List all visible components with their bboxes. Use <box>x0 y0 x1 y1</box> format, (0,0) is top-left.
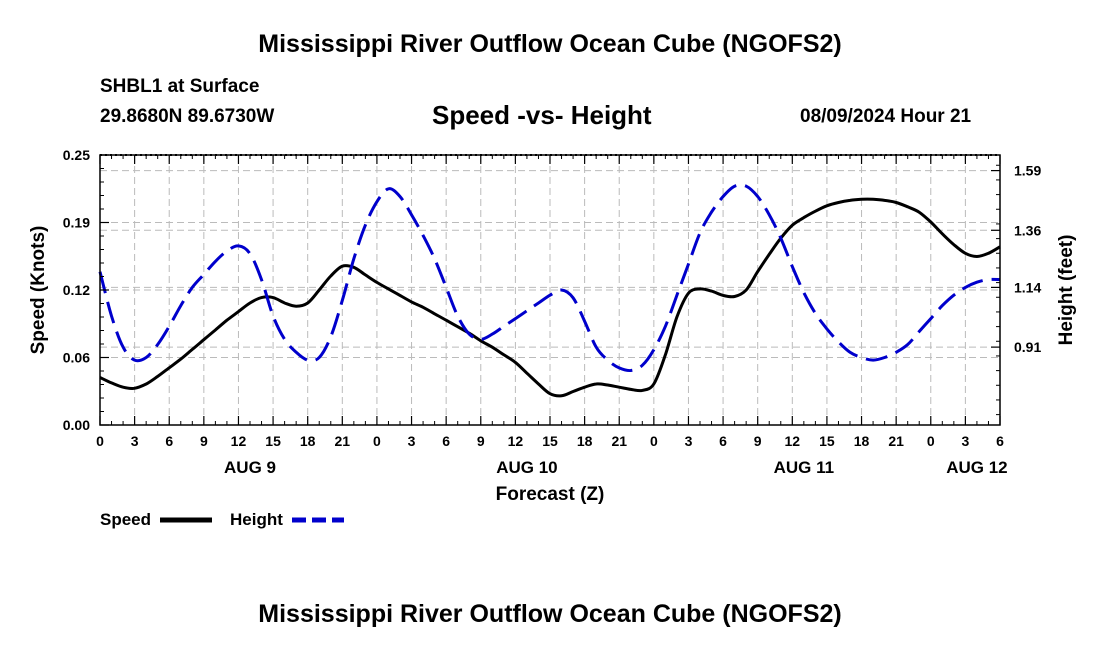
x-tick-label: 9 <box>477 433 485 449</box>
station-label: SHBL1 at Surface <box>100 76 260 97</box>
y-tick-label-right: 1.14 <box>1014 279 1041 295</box>
x-tick-label: 18 <box>854 433 870 449</box>
y-tick-label-left: 0.12 <box>63 282 90 298</box>
date-label: AUG 11 <box>774 458 834 477</box>
legend-label-height: Height <box>230 510 283 529</box>
chart-main-title: Mississippi River Outflow Ocean Cube (NG… <box>258 30 842 58</box>
x-tick-label: 6 <box>996 433 1004 449</box>
coordinates-label: 29.8680N 89.6730W <box>100 106 275 127</box>
grid-layer <box>100 155 1000 425</box>
x-tick-label: 12 <box>785 433 801 449</box>
x-tick-label: 18 <box>577 433 593 449</box>
y-tick-label-right: 1.59 <box>1014 163 1041 179</box>
x-tick-label: 3 <box>131 433 139 449</box>
x-tick-label: 12 <box>508 433 524 449</box>
date-label: AUG 10 <box>496 458 557 477</box>
y-tick-label-left: 0.00 <box>63 417 90 433</box>
x-tick-label: 3 <box>408 433 416 449</box>
x-tick-label: 0 <box>96 433 104 449</box>
date-label: AUG 12 <box>946 458 1007 477</box>
x-tick-label: 3 <box>961 433 969 449</box>
x-axis-label: Forecast (Z) <box>496 484 605 505</box>
x-tick-label: 21 <box>335 433 351 449</box>
series-layer <box>98 183 1001 398</box>
series-line-height <box>98 183 1001 373</box>
x-tick-label: 6 <box>719 433 727 449</box>
y-tick-label-right: 0.91 <box>1014 339 1041 355</box>
forecast-timestamp: 08/09/2024 Hour 21 <box>800 106 972 127</box>
legend-label-speed: Speed <box>100 510 151 529</box>
x-tick-label: 9 <box>200 433 208 449</box>
y-axis-label-left: Speed (Knots) <box>28 226 49 355</box>
x-tick-label: 21 <box>611 433 627 449</box>
x-tick-label: 12 <box>231 433 247 449</box>
chart-subtitle: Speed -vs- Height <box>432 100 652 130</box>
y-tick-label-left: 0.25 <box>63 147 90 163</box>
x-tick-label: 0 <box>373 433 381 449</box>
y-tick-label-right: 1.36 <box>1014 222 1041 238</box>
y-tick-label-left: 0.19 <box>63 215 90 231</box>
date-label: AUG 9 <box>224 458 276 477</box>
x-tick-label: 0 <box>650 433 658 449</box>
series-line-speed <box>99 197 1001 398</box>
x-tick-label: 6 <box>165 433 173 449</box>
x-tick-label: 9 <box>754 433 762 449</box>
x-tick-label: 3 <box>685 433 693 449</box>
y-axis-label-right: Height (feet) <box>1056 235 1077 346</box>
legend: Speed Height <box>100 510 344 529</box>
x-tick-label: 18 <box>300 433 316 449</box>
x-tick-label: 15 <box>542 433 558 449</box>
y-tick-label-left: 0.06 <box>63 350 90 366</box>
tick-layer: 0 3 6 9 12 15 18 21 0 3 6 9 12 15 18 21 0 3 6 9 12 15 18 21 0 3 6 A… <box>63 147 1042 477</box>
x-tick-label: 15 <box>819 433 835 449</box>
repeated-chart-title: Mississippi River Outflow Ocean Cube (NG… <box>258 600 842 628</box>
x-tick-label: 21 <box>888 433 904 449</box>
x-tick-label: 15 <box>265 433 281 449</box>
x-tick-label: 0 <box>927 433 935 449</box>
x-tick-label: 6 <box>442 433 450 449</box>
